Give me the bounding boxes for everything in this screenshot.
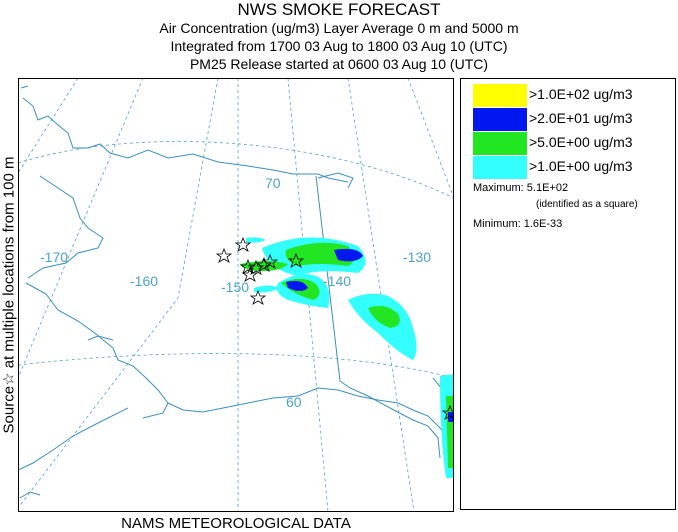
- graticule: [18, 78, 454, 512]
- lon-label-150: -150: [221, 279, 249, 295]
- maximum-note: (identified as a square): [536, 200, 638, 210]
- maximum-value: Maximum: 5.1E+02: [473, 183, 568, 194]
- subtitle-release: PM25 Release started at 0600 03 Aug 10 (…: [0, 57, 678, 71]
- legend-swatch-blue: [473, 108, 527, 131]
- legend-item: >1.0E+02 ug/m3: [473, 84, 673, 107]
- alaska-map: -170 -160 -150 -140 -130 70 60: [18, 78, 454, 512]
- lon-label-160: -160: [130, 273, 158, 289]
- map-labels: -170 -160 -150 -140 -130 70 60: [40, 175, 431, 410]
- legend-label: >2.0E+01 ug/m3: [529, 111, 633, 125]
- legend-label: >1.0E+02 ug/m3: [529, 87, 633, 101]
- chart-title: NWS SMOKE FORECAST: [0, 1, 678, 18]
- source-star: [217, 249, 231, 262]
- map-frame: [19, 79, 454, 512]
- lon-label-170: -170: [40, 249, 68, 265]
- plume-cyan: [348, 294, 417, 360]
- plume-cyan: [246, 237, 266, 242]
- subtitle-integration: Integrated from 1700 03 Aug to 1800 03 A…: [0, 39, 678, 53]
- legend-swatch-yellow: [473, 84, 527, 107]
- lat-label-60: 60: [286, 394, 302, 410]
- legend-label: >5.0E+00 ug/m3: [529, 135, 633, 149]
- lat-label-70: 70: [265, 175, 281, 191]
- legend-swatch-green: [473, 132, 527, 155]
- footer-label: NAMS METEOROLOGICAL DATA: [18, 516, 454, 531]
- legend-item: >1.0E+00 ug/m3: [473, 156, 673, 179]
- legend-swatch-cyan: [473, 156, 527, 179]
- source-label-text: Source☆ at multiple locations from 100 m: [2, 157, 17, 434]
- concentration-legend: >1.0E+02 ug/m3 >2.0E+01 ug/m3 >5.0E+00 u…: [460, 78, 676, 510]
- lon-label-140: -140: [323, 273, 351, 289]
- minimum-value: Minimum: 1.6E-33: [473, 219, 562, 230]
- legend-item: >5.0E+00 ug/m3: [473, 132, 673, 155]
- source-star: [251, 291, 265, 304]
- lon-label-130: -130: [403, 249, 431, 265]
- legend-item: >2.0E+01 ug/m3: [473, 108, 673, 131]
- subtitle-layer: Air Concentration (ug/m3) Layer Average …: [0, 21, 678, 35]
- source-side-label: Source☆ at multiple locations from 100 m: [0, 78, 18, 512]
- legend-label: >1.0E+00 ug/m3: [529, 159, 633, 173]
